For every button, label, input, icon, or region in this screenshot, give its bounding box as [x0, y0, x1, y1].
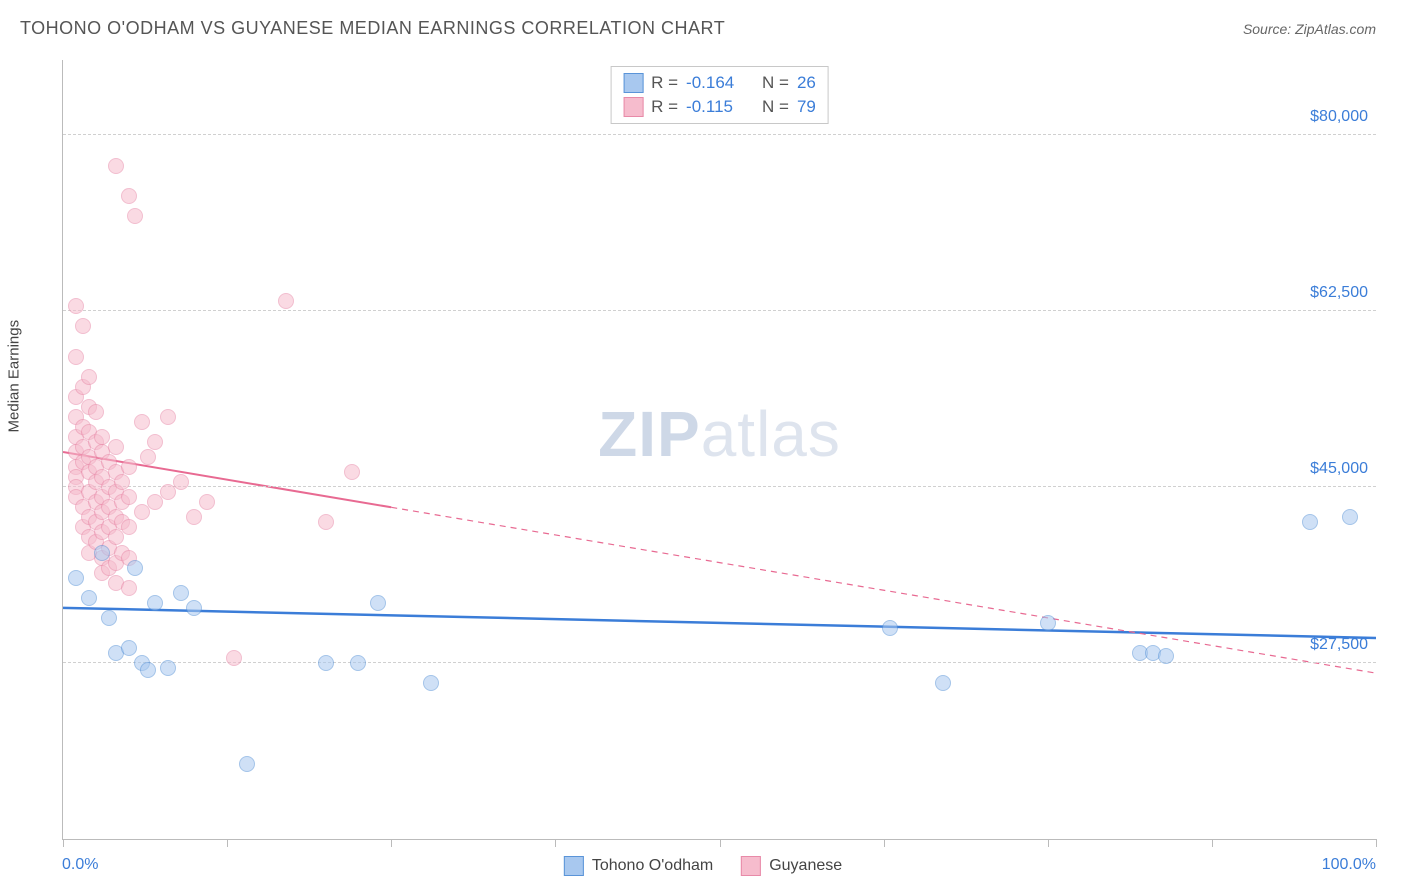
data-point — [121, 580, 137, 596]
data-point — [121, 188, 137, 204]
data-point — [88, 404, 104, 420]
data-point — [160, 409, 176, 425]
legend-item: Tohono O'odham — [564, 856, 713, 876]
x-tick — [884, 839, 885, 847]
data-point — [318, 514, 334, 530]
data-point — [140, 662, 156, 678]
data-point — [147, 595, 163, 611]
legend-label: Tohono O'odham — [592, 857, 713, 875]
series-legend: Tohono O'odham Guyanese — [564, 856, 842, 876]
data-point — [94, 545, 110, 561]
x-tick — [227, 839, 228, 847]
data-point — [318, 655, 334, 671]
gridline — [63, 486, 1376, 487]
data-point — [1302, 514, 1318, 530]
data-point — [127, 208, 143, 224]
r-label: R = — [651, 73, 678, 93]
x-tick — [720, 839, 721, 847]
x-max-label: 100.0% — [1322, 856, 1376, 874]
data-point — [121, 519, 137, 535]
data-point — [140, 449, 156, 465]
y-tick-label: $45,000 — [1310, 460, 1368, 478]
data-point — [81, 590, 97, 606]
x-min-label: 0.0% — [62, 856, 98, 874]
data-point — [121, 640, 137, 656]
plot-area: ZIPatlas R = -0.164 N = 26 R = -0.115 N = 79 $2… — [62, 60, 1376, 840]
gridline — [63, 134, 1376, 135]
data-point — [68, 570, 84, 586]
data-point — [147, 434, 163, 450]
data-point — [101, 610, 117, 626]
x-tick — [555, 839, 556, 847]
r-value: -0.115 — [686, 97, 744, 117]
r-label: R = — [651, 97, 678, 117]
gridline — [63, 310, 1376, 311]
data-point — [350, 655, 366, 671]
data-point — [127, 560, 143, 576]
y-tick-label: $80,000 — [1310, 108, 1368, 126]
x-tick — [63, 839, 64, 847]
data-point — [108, 439, 124, 455]
n-label: N = — [762, 97, 789, 117]
data-point — [278, 293, 294, 309]
swatch-icon — [623, 97, 643, 117]
stats-legend: R = -0.164 N = 26 R = -0.115 N = 79 — [610, 66, 829, 124]
swatch-icon — [741, 856, 761, 876]
data-point — [226, 650, 242, 666]
watermark: ZIPatlas — [598, 397, 841, 471]
swatch-icon — [564, 856, 584, 876]
source-label: Source: ZipAtlas.com — [1243, 21, 1376, 37]
data-point — [173, 474, 189, 490]
data-point — [68, 349, 84, 365]
data-point — [344, 464, 360, 480]
data-point — [199, 494, 215, 510]
data-point — [370, 595, 386, 611]
legend-label: Guyanese — [769, 857, 842, 875]
data-point — [121, 489, 137, 505]
data-point — [134, 414, 150, 430]
legend-item: Guyanese — [741, 856, 842, 876]
data-point — [186, 600, 202, 616]
data-point — [1158, 648, 1174, 664]
n-value: 26 — [797, 73, 816, 93]
data-point — [160, 660, 176, 676]
data-point — [423, 675, 439, 691]
y-tick-label: $27,500 — [1310, 636, 1368, 654]
data-point — [935, 675, 951, 691]
x-tick — [1048, 839, 1049, 847]
gridline — [63, 662, 1376, 663]
x-tick — [391, 839, 392, 847]
data-point — [1040, 615, 1056, 631]
x-tick — [1212, 839, 1213, 847]
data-point — [239, 756, 255, 772]
data-point — [173, 585, 189, 601]
x-tick — [1376, 839, 1377, 847]
data-point — [68, 298, 84, 314]
data-point — [121, 459, 137, 475]
data-point — [1342, 509, 1358, 525]
chart-title: TOHONO O'ODHAM VS GUYANESE MEDIAN EARNIN… — [20, 18, 725, 39]
chart-container: Median Earnings ZIPatlas R =-0.164N =26R… — [20, 55, 1386, 882]
stats-row: R = -0.164 N = 26 — [623, 71, 816, 95]
data-point — [114, 474, 130, 490]
swatch-icon — [623, 73, 643, 93]
y-axis-label: Median Earnings — [6, 319, 23, 432]
data-point — [882, 620, 898, 636]
trend-lines — [63, 60, 1376, 839]
stats-row: R = -0.115 N = 79 — [623, 95, 816, 119]
n-value: 79 — [797, 97, 816, 117]
y-tick-label: $62,500 — [1310, 284, 1368, 302]
data-point — [75, 318, 91, 334]
r-value: -0.164 — [686, 73, 744, 93]
data-point — [108, 158, 124, 174]
data-point — [81, 369, 97, 385]
data-point — [186, 509, 202, 525]
n-label: N = — [762, 73, 789, 93]
